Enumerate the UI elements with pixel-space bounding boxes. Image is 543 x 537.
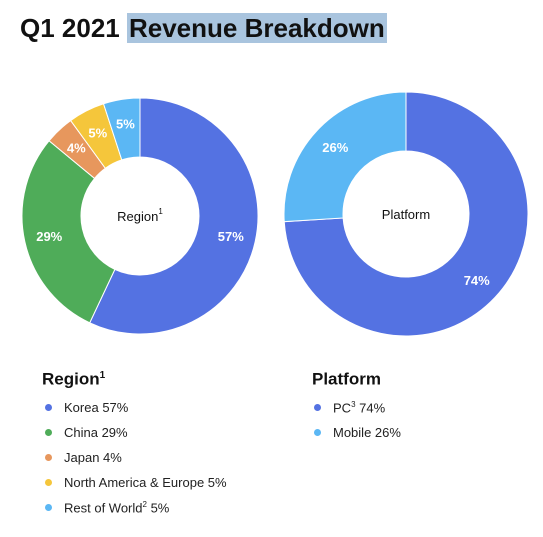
legend-item-label: Mobile 26% <box>333 425 401 440</box>
region-data-label-china: 29% <box>36 229 62 244</box>
legend-swatch-icon <box>314 429 321 436</box>
chart-title: Q1 2021 Revenue Breakdown <box>20 11 387 45</box>
platform-data-label-pc: 74% <box>464 273 490 288</box>
region-slice-korea <box>89 97 259 335</box>
region-legend-item-korea: Korea 57% <box>45 395 227 420</box>
platform-legend-item-pc: PC3 74% <box>314 395 401 420</box>
platform-legend-heading: Platform <box>312 366 381 390</box>
platform-legend-item-mobile: Mobile 26% <box>314 420 401 445</box>
region-center-label: Region1 <box>117 207 163 224</box>
region-slice-rest-of-world <box>102 97 141 161</box>
legend-item-label: Korea 57% <box>64 400 129 415</box>
platform-data-label-mobile: 26% <box>322 140 348 155</box>
region-legend-heading-sup: 1 <box>99 370 106 381</box>
region-data-label-north-america-and-europe: 5% <box>88 126 107 141</box>
platform-slice-pc <box>283 91 529 337</box>
region-data-label-korea: 57% <box>218 229 244 244</box>
platform-slice-mobile <box>283 91 407 223</box>
legend-item-label: North America & Europe 5% <box>64 475 227 490</box>
region-legend-item-japan: Japan 4% <box>45 445 227 470</box>
legend-swatch-icon <box>45 429 52 436</box>
legend-swatch-icon <box>45 479 52 486</box>
legend-swatch-icon <box>45 504 52 511</box>
region-legend-item-north-america-and-europe: North America & Europe 5% <box>45 470 227 495</box>
region-legend: Korea 57% China 29% Japan 4% North America … <box>45 395 227 520</box>
platform-legend-heading-text: Platform <box>312 369 381 389</box>
platform-legend: PC3 74% Mobile 26% <box>314 395 401 445</box>
legend-item-label: Japan 4% <box>64 450 122 465</box>
region-legend-item-china: China 29% <box>45 420 227 445</box>
platform-center-label: Platform <box>382 207 430 222</box>
title-highlighted: Revenue Breakdown <box>126 13 387 43</box>
legend-swatch-icon <box>314 404 321 411</box>
region-legend-heading: Region1 <box>42 366 105 390</box>
legend-item-label: Rest of World2 5% <box>64 499 170 516</box>
region-data-label-rest-of-world: 5% <box>116 117 135 132</box>
legend-item-label: China 29% <box>64 425 128 440</box>
title-prefix: Q1 2021 <box>20 13 120 43</box>
region-data-label-japan: 4% <box>67 141 86 156</box>
region-legend-item-rest-of-world: Rest of World2 5% <box>45 495 227 520</box>
region-slice-china <box>21 140 116 324</box>
legend-swatch-icon <box>45 404 52 411</box>
legend-item-label: PC3 74% <box>333 399 386 416</box>
region-legend-heading-text: Region <box>42 369 100 389</box>
legend-swatch-icon <box>45 454 52 461</box>
